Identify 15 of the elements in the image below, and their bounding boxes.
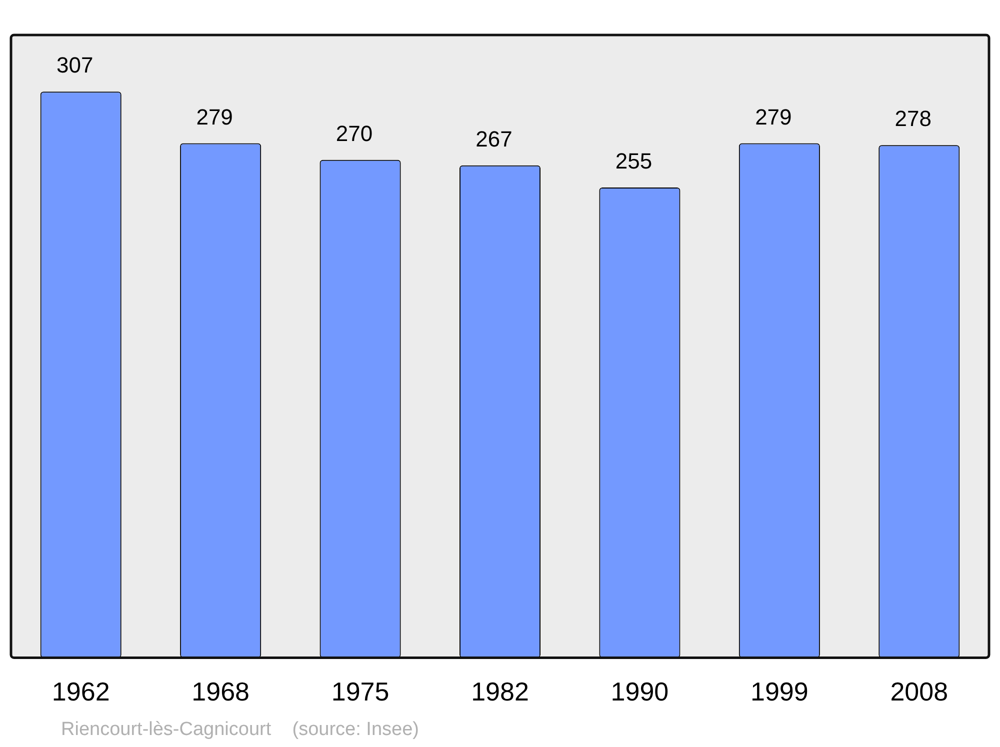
- data-label: 279: [196, 104, 233, 130]
- x-tick-label: 1968: [192, 676, 250, 707]
- data-label: 279: [755, 104, 792, 130]
- data-label: 270: [336, 120, 373, 146]
- data-label: 267: [476, 126, 512, 152]
- x-tick-label: 2008: [890, 676, 948, 707]
- data-label: 307: [56, 52, 94, 78]
- x-tick-label: 1982: [471, 676, 529, 707]
- x-tick-label: 1975: [331, 676, 390, 707]
- x-tick-label: 1999: [750, 676, 808, 707]
- text: Riencourt-lès-Cagnicourt (source: Insee): [61, 719, 419, 740]
- x-tick-label: 1962: [52, 676, 110, 707]
- data-label: 255: [615, 148, 652, 174]
- x-tick-label: 1990: [610, 676, 669, 707]
- data-label: 278: [894, 106, 932, 132]
